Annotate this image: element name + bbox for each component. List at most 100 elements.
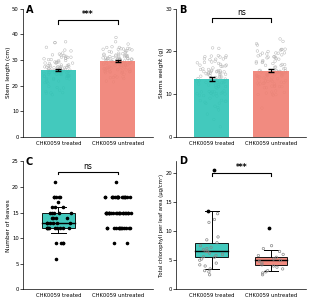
Point bbox=[108, 210, 113, 215]
Point bbox=[123, 61, 128, 66]
Point bbox=[113, 63, 118, 68]
Point bbox=[117, 210, 122, 215]
Point bbox=[121, 47, 126, 51]
Point bbox=[260, 59, 265, 64]
Point bbox=[279, 74, 284, 78]
Point bbox=[258, 68, 263, 73]
Point bbox=[209, 245, 214, 250]
Point bbox=[216, 84, 221, 89]
Point bbox=[209, 68, 214, 73]
Point bbox=[218, 68, 223, 73]
Point bbox=[254, 73, 259, 78]
Point bbox=[60, 51, 65, 56]
Point bbox=[262, 85, 267, 90]
Point bbox=[115, 74, 119, 79]
Point bbox=[200, 66, 205, 71]
Point bbox=[257, 75, 262, 80]
Point bbox=[42, 80, 47, 85]
Point bbox=[265, 72, 270, 77]
Point bbox=[213, 57, 218, 62]
Point bbox=[276, 57, 281, 62]
Point bbox=[198, 74, 203, 79]
Point bbox=[121, 195, 126, 200]
Point bbox=[129, 47, 134, 52]
Point bbox=[201, 254, 206, 259]
Point bbox=[216, 84, 221, 89]
Point bbox=[125, 56, 130, 61]
Point bbox=[114, 195, 119, 200]
Point bbox=[214, 91, 219, 96]
Point bbox=[260, 60, 265, 65]
Point bbox=[283, 69, 288, 74]
Point bbox=[216, 108, 221, 112]
Point bbox=[53, 226, 58, 230]
Point bbox=[44, 76, 49, 81]
Point bbox=[211, 168, 216, 172]
Text: ns: ns bbox=[84, 162, 92, 171]
Point bbox=[207, 267, 212, 271]
Point bbox=[59, 55, 64, 60]
Point bbox=[50, 68, 55, 73]
Point bbox=[214, 69, 219, 74]
Point bbox=[52, 60, 57, 64]
Point bbox=[60, 226, 65, 230]
Point bbox=[107, 49, 112, 54]
Text: A: A bbox=[26, 5, 33, 15]
Point bbox=[259, 70, 264, 74]
Point bbox=[114, 54, 119, 58]
Point bbox=[207, 220, 212, 225]
Point bbox=[272, 54, 277, 59]
Point bbox=[53, 205, 58, 210]
Point bbox=[283, 66, 288, 71]
Point bbox=[52, 195, 57, 200]
Point bbox=[55, 60, 60, 64]
Point bbox=[279, 70, 284, 75]
Point bbox=[106, 210, 111, 215]
Point bbox=[263, 63, 268, 68]
Point bbox=[66, 62, 71, 67]
Point bbox=[122, 210, 127, 215]
Point bbox=[66, 73, 71, 78]
Point bbox=[44, 220, 49, 225]
Point bbox=[114, 60, 119, 65]
Point bbox=[127, 69, 132, 74]
Point bbox=[217, 74, 222, 79]
Point bbox=[49, 205, 54, 210]
Point bbox=[208, 91, 213, 95]
Point bbox=[273, 65, 278, 70]
Point bbox=[128, 210, 133, 215]
Point bbox=[215, 211, 220, 216]
Point bbox=[63, 58, 68, 63]
Point bbox=[276, 51, 281, 56]
Text: ***: *** bbox=[82, 11, 94, 19]
Point bbox=[218, 124, 223, 129]
Point bbox=[197, 258, 202, 263]
Point bbox=[62, 48, 67, 53]
Point bbox=[223, 64, 228, 68]
Point bbox=[52, 195, 57, 200]
Point bbox=[117, 57, 122, 62]
Point bbox=[105, 226, 110, 230]
Point bbox=[52, 40, 57, 45]
Point bbox=[197, 93, 202, 98]
Point bbox=[53, 195, 58, 200]
Point bbox=[204, 246, 209, 251]
Point bbox=[277, 249, 282, 254]
Point bbox=[215, 80, 220, 85]
Point bbox=[203, 80, 208, 85]
Point bbox=[124, 53, 129, 58]
Point bbox=[216, 234, 221, 239]
Point bbox=[274, 255, 279, 260]
Point bbox=[125, 195, 130, 200]
Point bbox=[254, 59, 259, 64]
Point bbox=[275, 70, 280, 75]
Point bbox=[260, 58, 265, 63]
Point bbox=[254, 41, 259, 46]
Point bbox=[224, 63, 229, 67]
Point bbox=[109, 50, 114, 55]
Point bbox=[116, 47, 121, 52]
Point bbox=[129, 57, 134, 61]
Point bbox=[56, 78, 61, 83]
Point bbox=[123, 210, 128, 215]
Point bbox=[217, 55, 222, 60]
